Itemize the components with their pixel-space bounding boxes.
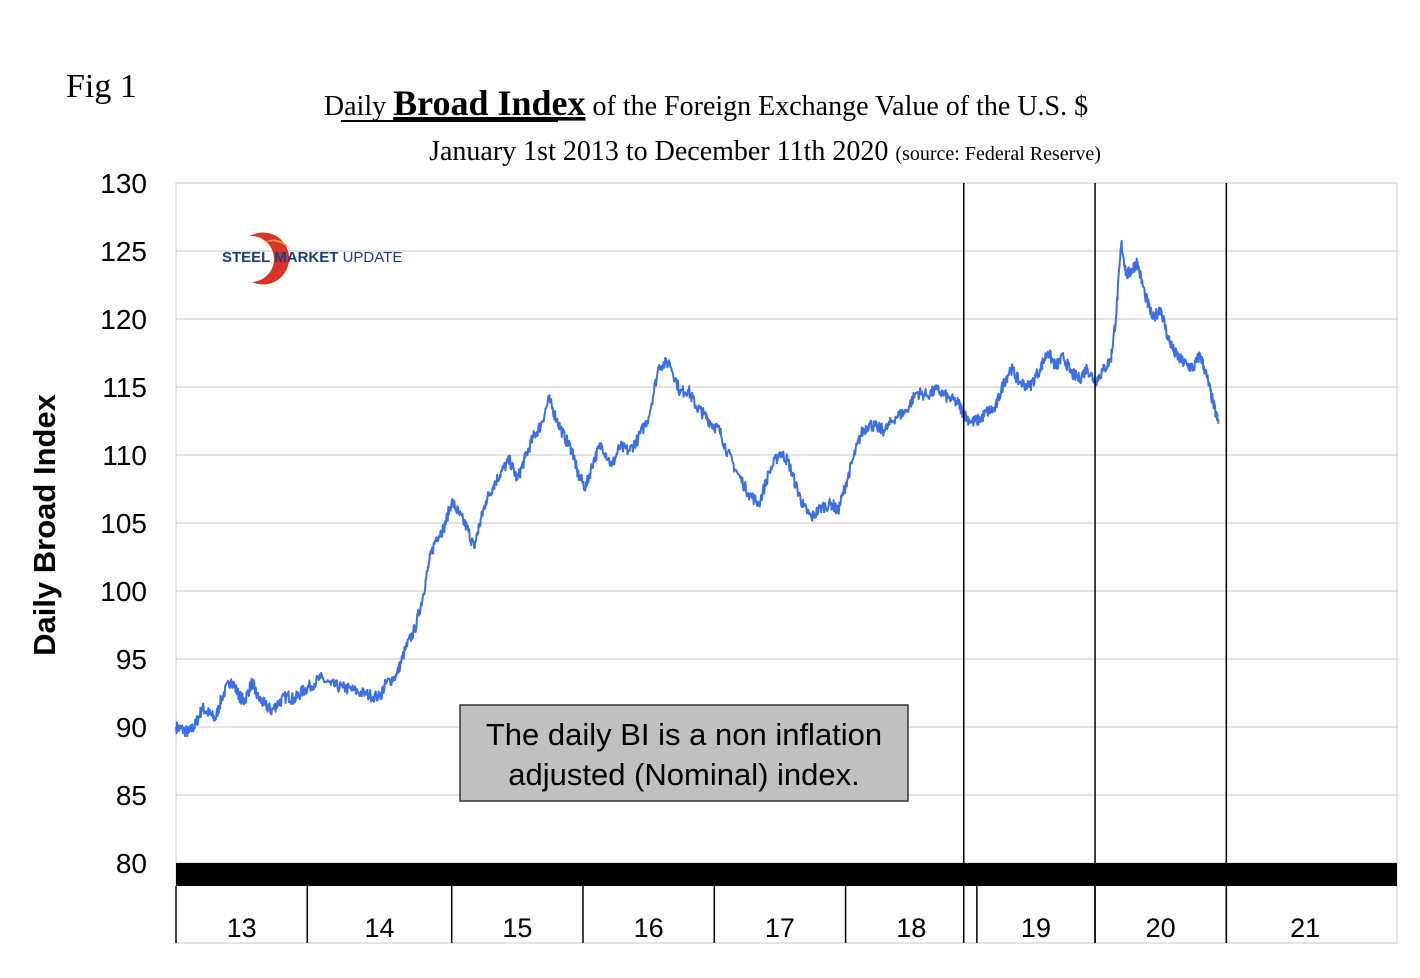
chart-subtitle-main: January 1st 2013 to December 11th 2020 [429, 136, 895, 167]
y-tick-label: 85 [116, 780, 147, 811]
x-axis-tick-labels: 13 14 15 16 17 18 19 20 21 [227, 913, 1320, 943]
chart-title: Daily Broad Index of the Foreign Exchang… [324, 83, 1088, 123]
x-tick-label: 15 [502, 913, 532, 943]
y-tick-label: 110 [102, 440, 147, 471]
y-tick-label: 130 [100, 168, 147, 199]
y-tick-label: 100 [100, 576, 147, 607]
y-tick-label: 90 [116, 712, 147, 743]
figure-label: Fig 1 [66, 68, 137, 105]
y-tick-label: 80 [116, 848, 147, 879]
logo-swoosh-icon [250, 232, 290, 285]
steel-market-update-logo: STEEL MARKET UPDATE [222, 232, 402, 285]
chart-title-prefix: Daily [324, 91, 393, 122]
chart-title-emphasis: Broad Index [393, 83, 585, 123]
annotation-line-2: adjusted (Nominal) index. [508, 757, 860, 792]
vertical-markers [962, 183, 1228, 943]
plot-area [175, 182, 1398, 944]
y-tick-label: 120 [100, 304, 147, 335]
x-tick-label: 20 [1146, 913, 1176, 943]
chart-subtitle-source: (source: Federal Reserve) [895, 143, 1100, 165]
x-tick-label: 19 [1021, 913, 1051, 943]
series-line [175, 239, 1220, 738]
x-axis-bar [176, 863, 1397, 886]
x-tick-label: 18 [896, 913, 926, 943]
y-axis-title: Daily Broad Index [27, 393, 62, 656]
x-tick-label: 14 [364, 913, 394, 943]
chart-title-suffix: of the Foreign Exchange Value of the U.S… [586, 91, 1089, 122]
x-tick-label: 13 [227, 913, 257, 943]
logo-text: STEEL MARKET UPDATE [222, 249, 402, 266]
x-tick-label: 16 [634, 913, 664, 943]
y-tick-label: 105 [100, 508, 147, 539]
chart-subtitle: January 1st 2013 to December 11th 2020 (… [429, 136, 1101, 167]
y-tick-label: 125 [100, 236, 147, 267]
annotation-line-1: The daily BI is a non inflation [486, 717, 882, 752]
y-tick-label: 115 [102, 372, 147, 403]
y-tick-label: 95 [116, 644, 147, 675]
logo-accent-icon [262, 239, 290, 250]
x-tick-label: 21 [1290, 913, 1320, 943]
x-tick-label: 17 [765, 913, 795, 943]
annotation-box: The daily BI is a non inflation adjusted… [459, 704, 909, 802]
y-axis-tick-labels: 80 85 90 95 100 105 110 115 120 125 130 [100, 168, 147, 879]
